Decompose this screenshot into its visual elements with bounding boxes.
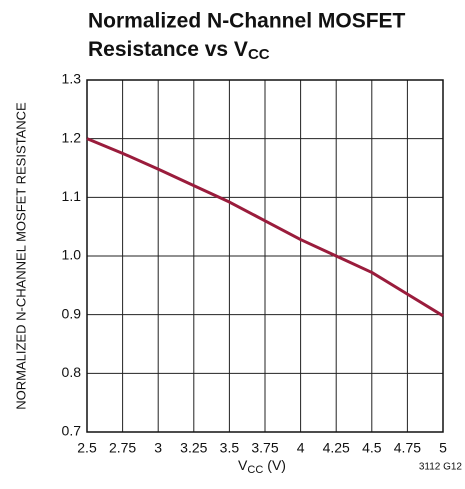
y-tick-label: 0.8: [62, 364, 82, 380]
x-tick-label: 3.5: [220, 440, 240, 456]
y-tick-label: 0.9: [62, 305, 82, 321]
x-tick-label: 4.25: [323, 440, 350, 456]
y-axis-label: NORMALIZED N-CHANNEL MOSFET RESISTANCE: [13, 102, 28, 410]
x-label-unit: (V): [267, 457, 286, 473]
y-tick-label: 1.2: [62, 129, 82, 145]
chart-title: Resistance vs VCC: [88, 38, 270, 63]
title-subscript: CC: [248, 46, 270, 63]
y-tick-label: 0.7: [62, 423, 82, 439]
x-tick-label: 3.75: [251, 440, 278, 456]
x-tick-label: 5: [439, 440, 447, 456]
x-tick-label: 3: [154, 440, 162, 456]
x-tick-label: 4.75: [394, 440, 421, 456]
y-tick-label: 1.1: [62, 188, 82, 204]
data-line: [86, 137, 444, 318]
title-text: Resistance vs V: [88, 38, 248, 61]
x-tick-label: 2.5: [77, 440, 97, 456]
x-tick-label: 2.75: [109, 440, 136, 456]
x-axis-label: VCC (V): [238, 457, 286, 476]
y-tick-label: 1.3: [62, 71, 82, 87]
x-tick-label: 3.25: [180, 440, 207, 456]
chart-title: Normalized N-Channel MOSFET: [88, 10, 406, 33]
x-label-main: V: [238, 457, 248, 473]
x-label-sub: CC: [247, 464, 263, 476]
y-tick-label: 1.0: [62, 247, 82, 263]
x-tick-label: 4: [297, 440, 305, 456]
annotation: 3112 G12: [419, 462, 463, 473]
x-tick-label: 4.5: [362, 440, 382, 456]
plot-frame: [86, 79, 444, 433]
